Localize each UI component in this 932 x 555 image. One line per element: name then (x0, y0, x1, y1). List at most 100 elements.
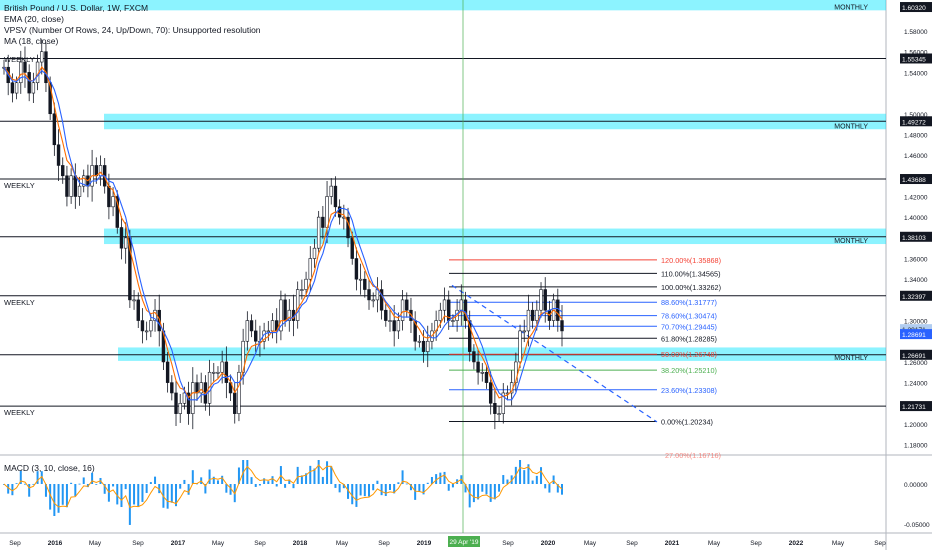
candle (371, 292, 375, 308)
chart-legend: British Pound / U.S. Dollar, 1W, FXCM EM… (4, 3, 261, 47)
candle (484, 366, 489, 389)
monthly-zone-label: MONTHLY (834, 238, 868, 245)
candle-body (10, 82, 15, 94)
candle-body (333, 185, 338, 208)
macd-histogram-bar (187, 484, 190, 495)
candle (279, 290, 283, 341)
monthly-zone-label: MONTHLY (834, 4, 868, 11)
macd-histogram-bar (212, 476, 215, 484)
candle (144, 321, 149, 341)
fib-level-label: 78.60%(1.30474) (661, 312, 717, 321)
candle-body (165, 361, 170, 383)
price-axis-tick: 1.58000 (904, 29, 928, 36)
fib-level-label: 23.60%(1.23308) (661, 386, 717, 395)
price-label-text: 1.21731 (902, 404, 926, 411)
time-axis-tick: 2022 (789, 540, 804, 547)
candle-body (27, 72, 31, 94)
time-axis-tick: 2016 (48, 540, 63, 547)
price-label: 1.43688 (900, 174, 932, 185)
macd-histogram-bar (91, 472, 94, 484)
candle-body (44, 51, 48, 84)
macd-histogram-bar (468, 484, 471, 508)
candle (170, 375, 174, 401)
macd-histogram-bar (229, 484, 232, 495)
candle (421, 330, 426, 363)
macd-histogram-bar (493, 484, 496, 500)
macd-histogram-bar (435, 474, 438, 484)
indicator-ma[interactable]: MA (18, close) (4, 36, 59, 46)
macd-histogram-bar (57, 484, 60, 513)
fib-level-label: 38.20%(1.25210) (661, 366, 717, 375)
candle (300, 279, 304, 300)
macd-histogram-bar (384, 484, 387, 496)
candle (119, 216, 124, 260)
macd-histogram-bar (267, 481, 270, 484)
candle-body (325, 196, 329, 228)
candle-body (65, 175, 69, 197)
time-axis-tick: May (212, 540, 225, 547)
candle (52, 102, 57, 156)
candle (556, 288, 560, 332)
candle (140, 308, 145, 344)
candle-body (316, 216, 321, 249)
ma-line (3, 66, 563, 401)
macd-histogram-bar (179, 484, 182, 489)
price-label-box (900, 174, 932, 185)
symbol-title[interactable]: British Pound / U.S. Dollar, 1W, FXCM (4, 3, 149, 13)
candle (61, 157, 65, 184)
price-label: 1.55345 (900, 53, 932, 64)
candle-body (77, 185, 82, 197)
macd-histogram-bar (355, 484, 358, 507)
macd-histogram-bar (208, 469, 211, 484)
monthly-zone-label: MONTHLY (834, 355, 868, 362)
candle-body (497, 413, 501, 415)
price-label: 1.21731 (900, 401, 932, 412)
indicator-ema[interactable]: EMA (20, close) (4, 14, 64, 24)
fib-level-label: 100.00%(1.33262) (661, 283, 721, 292)
price-axis-tick: 1.54000 (904, 70, 928, 77)
macd-histogram-bar (418, 484, 421, 492)
macd-histogram-bar (183, 479, 186, 484)
candle (65, 165, 69, 207)
price-axis-tick: 1.30000 (904, 319, 928, 326)
macd-histogram-bar (472, 484, 475, 503)
candle (186, 381, 191, 425)
candle (472, 344, 476, 370)
macd-histogram-bar (548, 484, 551, 493)
macd-histogram-bar (544, 484, 547, 489)
candle (153, 299, 157, 332)
candle-body (136, 299, 140, 321)
macd-histogram-bar (409, 484, 412, 491)
candle (77, 176, 82, 206)
candle-body (254, 330, 258, 342)
candle-body (212, 371, 216, 374)
price-label-text: 1.38103 (902, 235, 926, 242)
candle-body (463, 299, 468, 321)
price-axis-tick: 1.26000 (904, 360, 928, 367)
price-label-box (900, 349, 932, 360)
ema-line (3, 66, 563, 399)
macd-histogram-bar (154, 476, 157, 484)
macd-histogram-bar (388, 484, 391, 490)
fib-level-label: 0.00%(1.20234) (661, 418, 713, 427)
time-axis-tick: 2021 (665, 540, 680, 547)
macd-histogram-bar (305, 473, 308, 484)
monthly-zone (0, 0, 886, 11)
fib-level-label: 27.00%(1.16716) (665, 451, 721, 460)
candle-body (459, 299, 464, 311)
date-highlight-label: 29 Apr '19 (449, 539, 478, 546)
weekly-level-label: WEEKLY (4, 298, 35, 307)
price-axis-tick: 1.20000 (904, 422, 928, 429)
candle-body (484, 371, 489, 383)
candle-body (556, 299, 560, 321)
indicator-vpsv[interactable]: VPSV (Number Of Rows, 24, Up/Down, 70): … (4, 25, 261, 35)
macd-histogram-bar (376, 480, 379, 484)
macd-histogram-bar (334, 484, 337, 488)
macd-histogram-bar (204, 484, 207, 494)
candle-body (19, 61, 23, 84)
candle-body (61, 165, 65, 177)
macd-legend[interactable]: MACD (3, 10, close, 16) (4, 463, 95, 473)
candle-body (522, 330, 526, 333)
time-axis-tick: Sep (502, 540, 514, 547)
